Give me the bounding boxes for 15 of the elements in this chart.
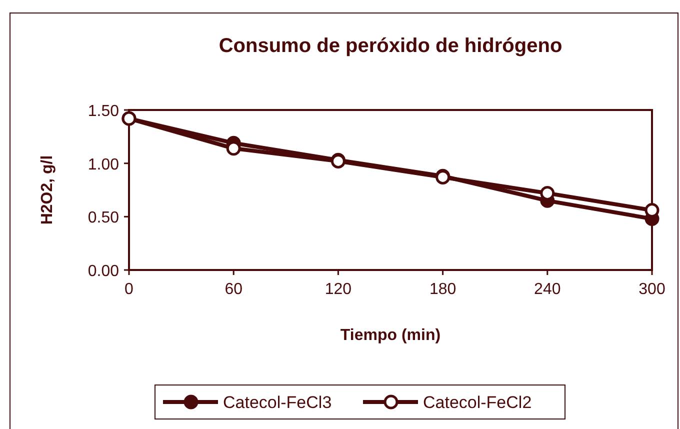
y-tick-label: 1.00	[88, 156, 120, 174]
x-tick-label: 180	[429, 281, 456, 298]
x-axis-title: Tiempo (min)	[340, 327, 441, 344]
legend-label: Catecol-FeCl3	[223, 393, 332, 412]
y-axis-title: H2O2, g/l	[39, 155, 56, 225]
x-tick-label: 120	[324, 281, 352, 298]
y-tick-label: 0.00	[88, 263, 120, 280]
x-tick-label: 60	[224, 281, 243, 298]
y-tick-label: 1.50	[88, 103, 120, 120]
chart-title: Consumo de peróxido de hidrógeno	[218, 35, 562, 57]
x-tick-label: 240	[534, 281, 561, 298]
x-tick-label: 0	[124, 281, 134, 298]
y-tick-label: 0.50	[88, 210, 120, 227]
legend-label: Catecol-FeCl2	[423, 393, 532, 412]
x-tick-label: 300	[638, 281, 666, 298]
